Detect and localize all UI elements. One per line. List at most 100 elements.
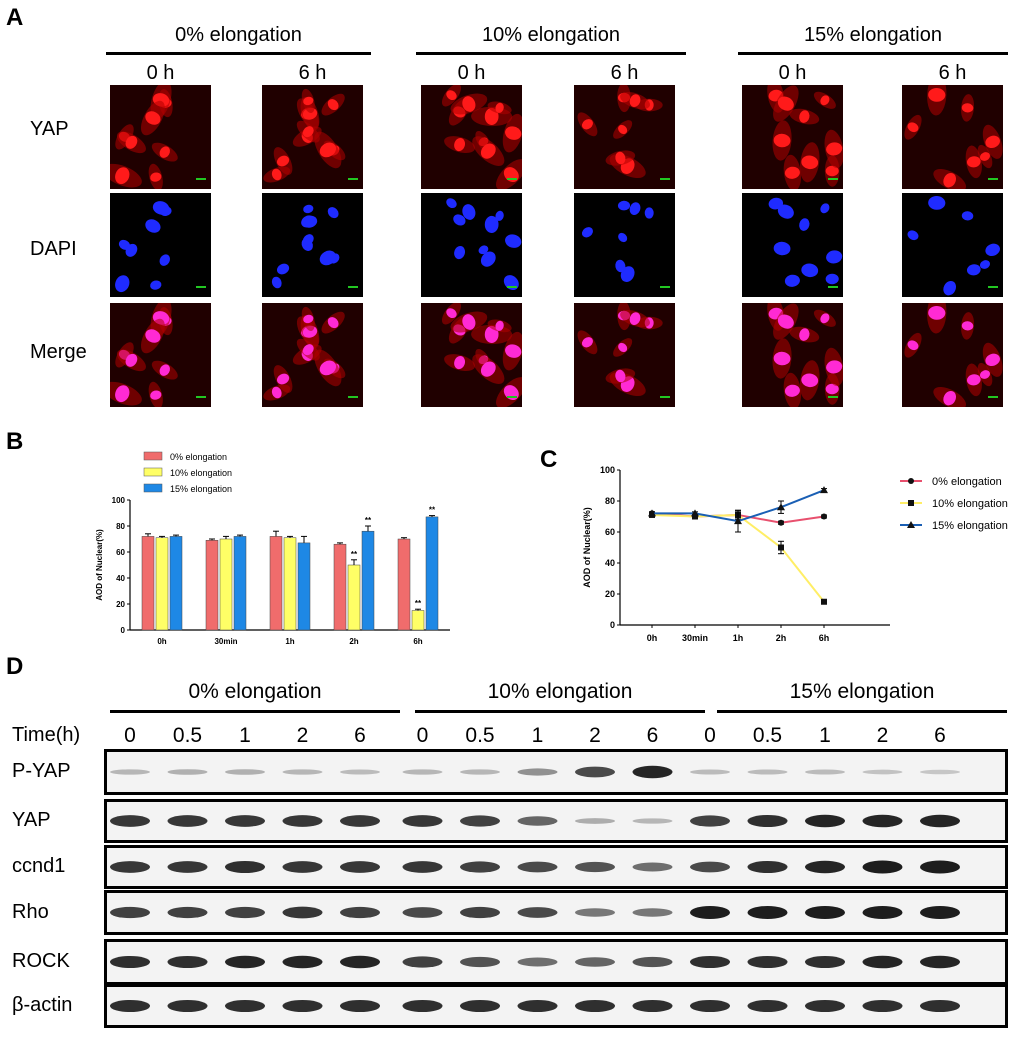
bar xyxy=(411,610,425,631)
band-1 xyxy=(167,955,208,969)
nucleus xyxy=(615,151,626,165)
band-3 xyxy=(282,769,323,775)
nucleus xyxy=(446,90,457,101)
band-9 xyxy=(632,862,673,872)
group-header-0: 0% elongation xyxy=(175,24,302,46)
wb-group-rule-2 xyxy=(717,710,1007,713)
band-14 xyxy=(920,999,960,1013)
nucleus xyxy=(271,168,282,181)
nucleus xyxy=(446,198,457,209)
nucleus xyxy=(303,204,314,214)
micrograph-merge-2 xyxy=(421,301,527,409)
nucleus xyxy=(618,232,628,243)
micrograph-image xyxy=(262,303,363,407)
wb-time-8: 2 xyxy=(589,724,601,747)
time-label-0-1: 6 h xyxy=(298,62,327,84)
wb-group-rule-1 xyxy=(415,710,705,713)
wb-blot-image xyxy=(110,906,960,919)
micrograph-yap-3 xyxy=(574,83,675,189)
band-1 xyxy=(167,861,208,873)
nucleus xyxy=(773,351,791,366)
nucleus xyxy=(801,263,819,278)
wb-blot-image xyxy=(110,860,960,874)
band-12 xyxy=(805,860,845,874)
band-8 xyxy=(575,861,615,873)
band-7 xyxy=(517,907,558,918)
micrograph-dapi-2 xyxy=(421,193,522,297)
data-point xyxy=(820,486,828,494)
micrograph-image xyxy=(742,78,844,191)
x-tick-label: 30min xyxy=(682,633,708,643)
nucleus xyxy=(271,386,282,399)
nucleus xyxy=(943,172,957,188)
bar xyxy=(347,564,361,631)
nucleus xyxy=(454,245,466,260)
time-label-1-0: 0 h xyxy=(457,62,486,84)
nucleus xyxy=(966,264,981,276)
wb-blot-image xyxy=(110,999,960,1013)
nucleus xyxy=(150,390,162,400)
micrograph-merge-5 xyxy=(902,292,1003,410)
band-0 xyxy=(110,769,150,775)
scale-bar xyxy=(507,286,517,288)
micrograph-image xyxy=(581,200,670,288)
micrograph-yap-1 xyxy=(262,85,363,189)
nucleus xyxy=(159,254,170,266)
bar xyxy=(361,530,375,631)
band-4 xyxy=(340,906,380,919)
data-point xyxy=(778,519,784,526)
nucleus xyxy=(480,361,496,377)
band-6 xyxy=(460,906,500,919)
nucleus xyxy=(617,200,631,211)
nucleus xyxy=(276,263,290,275)
band-0 xyxy=(110,815,150,827)
nucleus xyxy=(799,328,810,341)
nucleus xyxy=(777,204,794,219)
nucleus xyxy=(145,329,161,343)
nucleus xyxy=(801,155,819,170)
band-14 xyxy=(920,769,960,775)
micrograph-merge-3 xyxy=(574,301,675,407)
band-11 xyxy=(747,999,788,1013)
band-10 xyxy=(690,769,730,775)
x-tick-label: 6h xyxy=(413,637,422,646)
band-13 xyxy=(862,860,903,874)
nucleus xyxy=(961,211,974,221)
y-tick-label: 100 xyxy=(600,465,615,475)
band-14 xyxy=(920,860,960,874)
nucleus xyxy=(773,241,791,256)
bar xyxy=(205,540,219,631)
wb-row-label-3: Rho xyxy=(12,900,49,923)
scale-bar xyxy=(348,286,358,288)
band-14 xyxy=(920,955,960,969)
micrograph-dapi-4 xyxy=(742,193,843,297)
legend-marker xyxy=(908,478,914,484)
nucleus xyxy=(784,384,800,397)
band-9 xyxy=(632,765,673,779)
legend-label-2: 15% elongation xyxy=(170,484,232,494)
nucleus xyxy=(943,390,957,406)
nucleus xyxy=(581,119,593,130)
row-label-dapi: DAPI xyxy=(30,238,77,260)
nucleus xyxy=(115,385,130,403)
scale-bar xyxy=(507,396,517,398)
y-tick-label: 0 xyxy=(610,620,615,630)
micrograph-image xyxy=(907,196,1000,296)
nucleus xyxy=(826,142,843,156)
nucleus xyxy=(826,360,843,374)
wb-time-3: 2 xyxy=(296,724,309,747)
nucleus xyxy=(145,219,161,233)
band-10 xyxy=(690,999,730,1013)
nucleus xyxy=(480,143,496,159)
nucleus xyxy=(495,320,504,331)
x-tick-label: 2h xyxy=(776,633,787,643)
nucleus xyxy=(327,317,339,329)
nucleus xyxy=(985,353,1000,366)
nucleus xyxy=(484,215,499,234)
legend-label-0: 0% elongation xyxy=(170,452,227,462)
scale-bar xyxy=(196,178,206,180)
nucleus xyxy=(302,344,314,356)
nucleus xyxy=(961,103,974,113)
micrograph-merge-4 xyxy=(742,296,844,409)
x-tick-label: 1h xyxy=(285,637,294,646)
